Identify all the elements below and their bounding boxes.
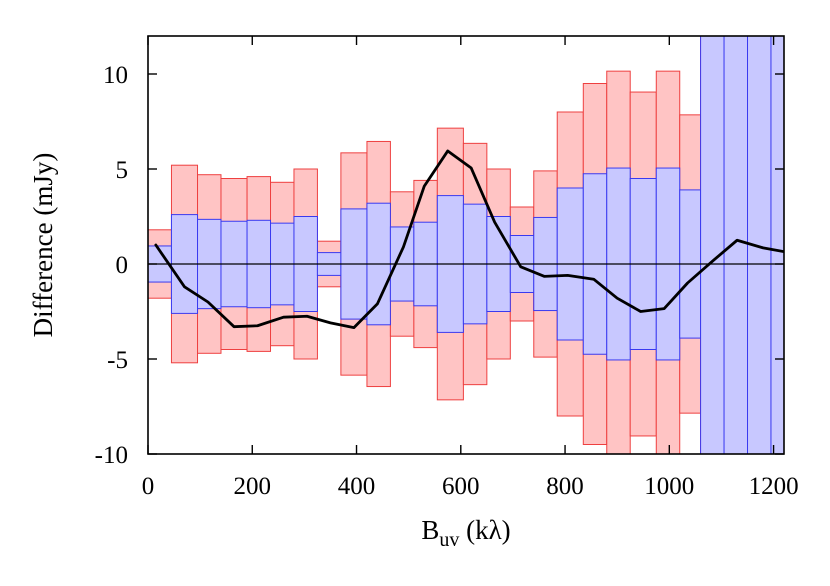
x-tick-label: 1000 bbox=[644, 473, 694, 500]
x-tick-label: 800 bbox=[546, 473, 584, 500]
x-axis-title-subscript: uv bbox=[439, 529, 459, 551]
x-tick-label: 0 bbox=[142, 473, 155, 500]
y-tick-label: -5 bbox=[107, 347, 128, 374]
x-tick-label: 200 bbox=[234, 473, 272, 500]
x-axis-title-suffix: (kλ) bbox=[459, 515, 510, 545]
x-tick-label: 400 bbox=[338, 473, 376, 500]
x-axis-title: Buv (kλ) bbox=[421, 515, 510, 551]
x-axis-title-main: B bbox=[421, 515, 439, 545]
plot-frame bbox=[147, 35, 785, 455]
x-tick-label: 600 bbox=[442, 473, 480, 500]
axis-ticks bbox=[147, 36, 784, 455]
tick-labels: 0 200 400 600 800 1000 1200 -10 -5 0 5 10 bbox=[95, 62, 799, 500]
y-axis-title: Difference (mJy) bbox=[28, 153, 58, 338]
difference-line bbox=[154, 149, 784, 330]
y-tick-label: 5 bbox=[116, 157, 129, 184]
y-tick-label: 0 bbox=[116, 252, 129, 279]
y-tick-label: 10 bbox=[103, 62, 128, 89]
y-tick-label: -10 bbox=[95, 442, 128, 469]
difference-series-group bbox=[154, 149, 784, 330]
x-tick-label: 1200 bbox=[749, 473, 799, 500]
